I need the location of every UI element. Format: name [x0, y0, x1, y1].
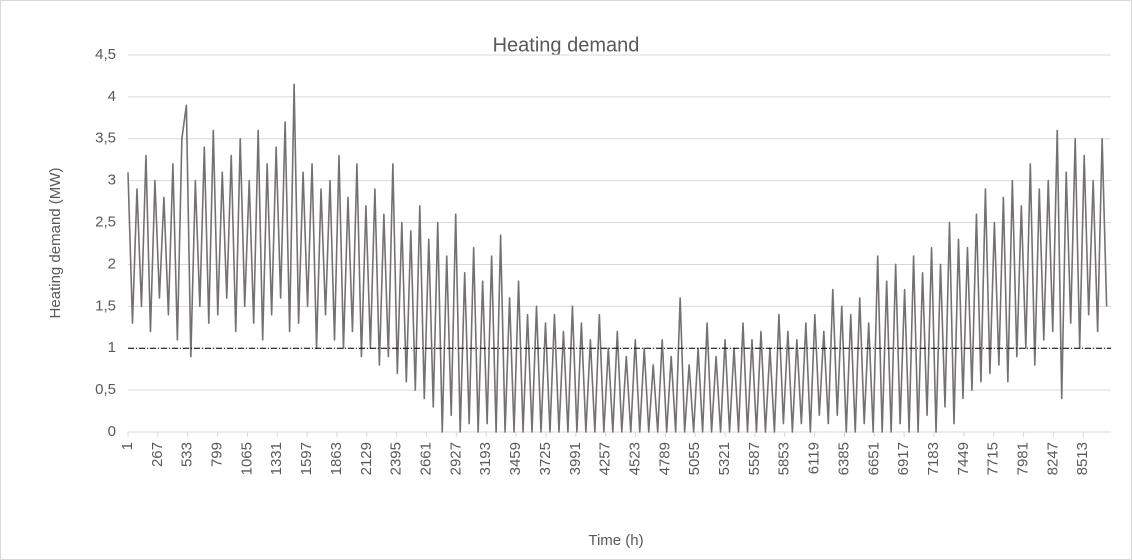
y-tick-label: 3 — [108, 172, 116, 189]
x-tick-label: 2927 — [447, 442, 464, 475]
x-tick-label: 1065 — [238, 442, 255, 475]
x-tick-label: 533 — [179, 442, 196, 467]
x-tick-label: 4257 — [597, 442, 614, 475]
y-tick-label: 1 — [108, 339, 116, 356]
x-tick-label: 6385 — [835, 442, 852, 475]
x-tick-label: 1863 — [328, 442, 345, 475]
x-tick-label: 8513 — [1074, 442, 1091, 475]
x-tick-label: 8247 — [1044, 442, 1061, 475]
y-tick-label: 4,5 — [95, 46, 116, 63]
y-axis-label: Heating demand (MW) — [47, 168, 64, 319]
x-tick-label: 2395 — [388, 442, 405, 475]
x-tick-label: 1597 — [298, 442, 315, 475]
x-tick-label: 3991 — [567, 442, 584, 475]
x-tick-label: 1 — [119, 442, 136, 450]
x-tick-label: 6651 — [865, 442, 882, 475]
y-tick-label: 1,5 — [95, 297, 116, 314]
x-tick-label: 7183 — [925, 442, 942, 475]
x-tick-label: 7715 — [985, 442, 1002, 475]
x-tick-label: 3725 — [537, 442, 554, 475]
y-tick-label: 2,5 — [95, 214, 116, 231]
data-line — [127, 83, 1108, 433]
x-tick-label: 5587 — [746, 442, 763, 475]
x-tick-label: 6917 — [895, 442, 912, 475]
x-tick-label: 1331 — [268, 442, 285, 475]
x-tick-label: 7981 — [1015, 442, 1032, 475]
x-tick-label: 4523 — [626, 442, 643, 475]
x-tick-label: 3459 — [507, 442, 524, 475]
x-tick-label: 5055 — [686, 442, 703, 475]
y-tick-label: 2 — [108, 255, 116, 272]
x-tick-label: 2661 — [417, 442, 434, 475]
x-tick-label: 3193 — [477, 442, 494, 475]
x-tick-label: 5853 — [776, 442, 793, 475]
x-tick-label: 5321 — [716, 442, 733, 475]
y-tick-label: 3,5 — [95, 130, 116, 147]
x-tick-label: 267 — [149, 442, 166, 467]
x-tick-label: 7449 — [955, 442, 972, 475]
x-tick-label: 6119 — [806, 442, 823, 474]
y-tick-label: 0,5 — [95, 381, 116, 398]
x-tick-label: 4789 — [656, 442, 673, 475]
y-tick-label: 0 — [108, 423, 116, 440]
x-tick-label: 2129 — [358, 442, 375, 475]
x-tick-label: 799 — [209, 442, 226, 467]
chart-title: Heating demand — [493, 34, 640, 56]
x-axis-label: Time (h) — [588, 532, 643, 549]
y-tick-label: 4 — [108, 88, 116, 105]
